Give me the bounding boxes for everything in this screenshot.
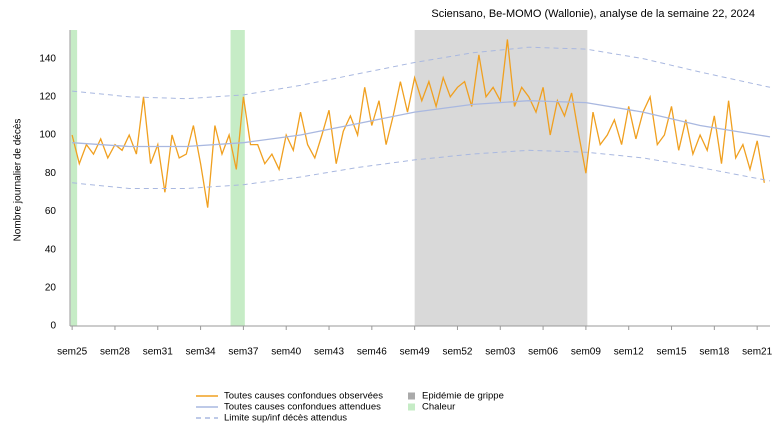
y-tick-label: 60 xyxy=(45,206,57,217)
y-axis-label: Nombre journalier de décès xyxy=(13,119,24,242)
legend-label: Toutes causes confondues observées xyxy=(224,391,383,402)
x-tick-label: sem40 xyxy=(271,347,301,358)
y-tick-label: 140 xyxy=(39,53,56,64)
x-tick-label: sem37 xyxy=(228,347,258,358)
legend-label: Chaleur xyxy=(422,402,455,413)
x-tick-label: sem18 xyxy=(699,347,729,358)
y-tick-label: 40 xyxy=(45,244,57,255)
x-tick-label: sem03 xyxy=(485,347,515,358)
x-tick-label: sem43 xyxy=(314,347,344,358)
x-tick-label: sem15 xyxy=(657,347,687,358)
y-tick-label: 0 xyxy=(50,321,56,332)
legend-swatch xyxy=(408,392,415,400)
x-tick-label: sem34 xyxy=(186,347,216,358)
x-tick-label: sem52 xyxy=(442,347,472,358)
x-tick-label: sem49 xyxy=(400,347,430,358)
series-line xyxy=(72,46,771,100)
legend-swatch xyxy=(408,403,415,411)
legend-label: Toutes causes confondues attendues xyxy=(224,402,381,413)
series-line xyxy=(71,39,765,208)
y-tick-label: 100 xyxy=(39,130,56,141)
y-tick-label: 80 xyxy=(45,168,57,179)
x-tick-label: sem46 xyxy=(357,347,387,358)
x-tick-label: sem06 xyxy=(528,347,558,358)
series-line xyxy=(72,100,771,148)
x-tick-label: sem12 xyxy=(614,347,644,358)
y-tick-label: 120 xyxy=(39,91,56,102)
x-tick-label: sem09 xyxy=(571,347,601,358)
legend-label: Limite sup/inf décès attendus xyxy=(224,413,347,424)
x-tick-label: sem25 xyxy=(57,347,87,358)
series-line xyxy=(72,149,771,189)
chart-title: Sciensano, Be-MOMO (Wallonie), analyse d… xyxy=(431,8,755,20)
x-tick-label: sem21 xyxy=(742,347,772,358)
legend-label: Epidémie de grippe xyxy=(422,391,504,402)
x-tick-label: sem28 xyxy=(100,347,130,358)
y-tick-label: 20 xyxy=(45,282,57,293)
shaded-band xyxy=(230,30,245,326)
shaded-band xyxy=(70,30,78,326)
x-tick-label: sem31 xyxy=(143,347,173,358)
shaded-band xyxy=(414,30,588,326)
